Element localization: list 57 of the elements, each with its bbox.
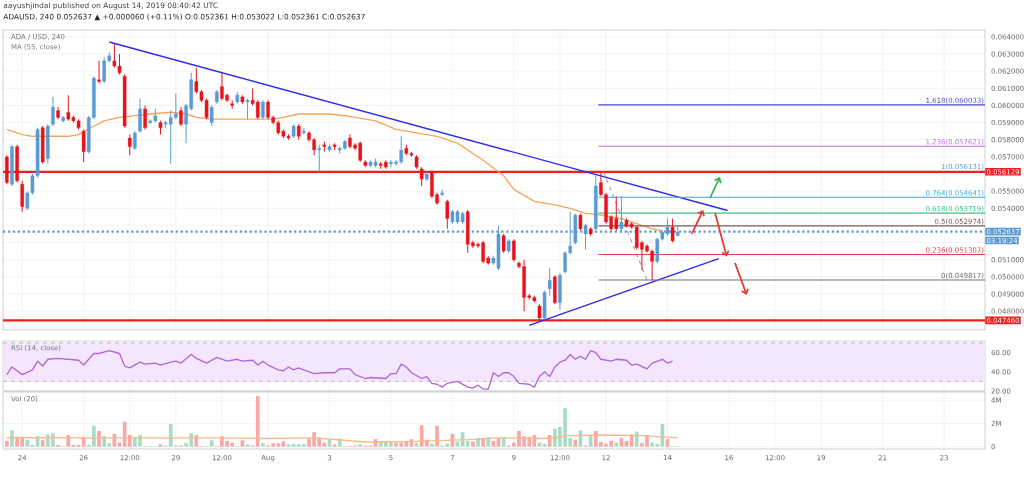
candlestick — [588, 226, 593, 237]
bar — [588, 436, 593, 447]
candlestick — [425, 171, 429, 182]
bar — [332, 444, 337, 447]
bar — [455, 441, 460, 447]
bar — [486, 437, 491, 447]
candlestick — [215, 89, 219, 105]
candlestick — [230, 99, 234, 110]
candlestick — [61, 115, 65, 124]
bar — [414, 443, 419, 447]
candlestick — [40, 125, 45, 165]
candlestick — [501, 233, 506, 254]
candlestick — [506, 238, 511, 254]
bar — [261, 443, 265, 447]
bar — [435, 425, 439, 447]
bar — [209, 440, 214, 447]
line-series — [6, 434, 679, 443]
candlestick — [578, 212, 583, 232]
candlestick — [445, 199, 450, 230]
candlestick — [414, 154, 419, 170]
candlestick — [302, 127, 306, 136]
candlestick — [209, 104, 214, 127]
bar — [465, 440, 470, 447]
bar — [430, 443, 434, 447]
candlestick — [235, 91, 240, 105]
candlestick — [240, 94, 245, 105]
bar — [573, 439, 578, 447]
candlestick — [322, 140, 327, 153]
bar — [158, 444, 163, 447]
bar — [614, 442, 619, 447]
candlestick — [332, 142, 337, 151]
bar — [255, 396, 260, 447]
bar — [40, 440, 45, 447]
bar — [358, 444, 363, 447]
line-series — [6, 349, 674, 390]
bar — [634, 431, 639, 447]
bar — [5, 440, 9, 447]
candlestick — [291, 123, 296, 139]
bar — [25, 439, 30, 447]
bar — [471, 441, 475, 447]
candlestick — [158, 120, 163, 136]
candlestick — [127, 134, 132, 156]
candlestick — [245, 98, 250, 120]
candlestick — [363, 159, 368, 168]
candlestick — [542, 290, 547, 321]
candlestick — [327, 144, 332, 153]
candlestick — [81, 128, 86, 163]
candlestick — [317, 144, 322, 173]
candlestick — [296, 123, 301, 141]
bar — [245, 444, 250, 447]
bar — [10, 430, 14, 447]
candlestick — [122, 74, 127, 129]
candlestick — [440, 188, 444, 197]
candlestick — [670, 218, 675, 244]
candlestick — [547, 267, 552, 297]
bar — [286, 444, 291, 447]
bar — [281, 441, 286, 447]
